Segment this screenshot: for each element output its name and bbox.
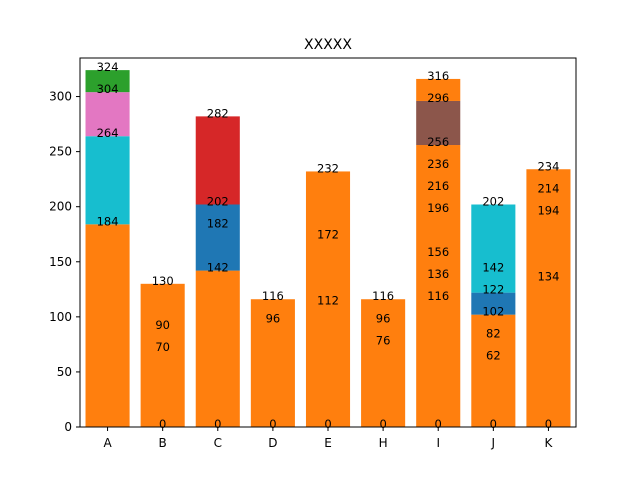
data-label-j-122: 122 [482, 283, 504, 297]
data-label-d-116: 116 [262, 289, 284, 303]
data-labels-layer: 324 304 264 184 130 90 70 0 282 202 182 142 0 116 96 0 2… [97, 60, 560, 431]
bar-segment-c-6 [195, 204, 240, 271]
x-tick-label-i: I [436, 436, 440, 450]
bar-segment-j-16 [471, 204, 516, 293]
x-tick-label-k: K [545, 436, 554, 450]
data-label-i-196: 196 [427, 201, 449, 215]
data-label-b-70: 70 [155, 340, 170, 354]
data-label-a-264: 264 [97, 126, 119, 140]
bar-segment-a-1 [85, 136, 130, 225]
data-label-i-256: 256 [427, 135, 449, 149]
data-label-i-116: 116 [427, 289, 449, 303]
x-tick-label-j: J [491, 436, 496, 450]
data-label-a-184: 184 [97, 214, 119, 228]
bar-segment-d-8 [250, 299, 295, 427]
y-tick-label-300: 300 [49, 90, 72, 104]
bar-segment-a-2 [85, 92, 130, 137]
data-label-i-156: 156 [427, 245, 449, 259]
y-tick-label-250: 250 [49, 145, 72, 159]
data-label-b-130: 130 [152, 274, 174, 288]
data-label-e-0: 0 [324, 417, 331, 431]
data-label-c-142: 142 [207, 261, 229, 275]
data-label-j-202: 202 [482, 195, 504, 209]
y-tick-label-50: 50 [57, 365, 72, 379]
data-label-i-236: 236 [427, 157, 449, 171]
data-label-j-142: 142 [482, 261, 504, 275]
bar-segment-i-13 [416, 78, 461, 101]
data-label-i-296: 296 [427, 91, 449, 105]
data-label-c-182: 182 [207, 217, 229, 231]
y-axis: 0 50 100 150 200 250 300 [49, 90, 80, 434]
x-tick-label-d: D [268, 436, 277, 450]
bar-segment-c-7 [195, 116, 240, 205]
data-label-h-0: 0 [379, 417, 386, 431]
data-label-c-202: 202 [207, 195, 229, 209]
bar-segment-e-9 [305, 171, 351, 427]
data-label-c-0: 0 [214, 417, 221, 431]
y-tick-label-100: 100 [49, 310, 72, 324]
data-label-j-62: 62 [486, 349, 501, 363]
data-label-k-234: 234 [537, 159, 559, 173]
y-tick-label-150: 150 [49, 255, 72, 269]
bar-segment-h-10 [361, 299, 406, 427]
data-label-h-116: 116 [372, 289, 394, 303]
data-label-k-194: 194 [537, 203, 559, 217]
data-label-k-0: 0 [545, 417, 552, 431]
data-label-a-324: 324 [97, 60, 119, 74]
bar-segment-c-5 [195, 270, 240, 427]
y-tick-label-0: 0 [64, 420, 72, 434]
data-label-b-0: 0 [159, 417, 166, 431]
bars-layer [85, 70, 571, 427]
bar-segment-b-4 [140, 283, 185, 427]
bar-segment-a-3 [85, 70, 130, 93]
data-label-d-0: 0 [269, 417, 276, 431]
data-label-e-232: 232 [317, 161, 339, 175]
bar-segment-j-14 [471, 314, 516, 427]
data-label-b-90: 90 [155, 318, 170, 332]
x-tick-label-a: A [103, 436, 112, 450]
data-label-e-172: 172 [317, 228, 339, 242]
data-label-h-96: 96 [376, 311, 391, 325]
data-label-c-282: 282 [207, 106, 229, 120]
y-tick-label-200: 200 [49, 200, 72, 214]
bar-segment-j-15 [471, 292, 516, 315]
bar-segment-a-0 [85, 224, 130, 427]
data-label-i-216: 216 [427, 179, 449, 193]
chart-title: XXXXX [304, 37, 352, 53]
data-label-d-96: 96 [266, 311, 281, 325]
x-tick-label-e: E [324, 436, 332, 450]
bar-segment-i-11 [416, 145, 461, 427]
bar-segment-k-17 [526, 169, 571, 427]
data-label-i-316: 316 [427, 69, 449, 83]
x-tick-label-h: H [379, 436, 388, 450]
data-label-k-214: 214 [537, 181, 559, 195]
bar-segment-i-12 [416, 100, 461, 146]
data-label-j-0: 0 [490, 417, 497, 431]
x-tick-label-b: B [159, 436, 167, 450]
data-label-i-0: 0 [435, 417, 442, 431]
data-label-j-102: 102 [482, 305, 504, 319]
data-label-k-134: 134 [537, 269, 559, 283]
x-tick-label-c: C [214, 436, 222, 450]
data-label-j-82: 82 [486, 327, 501, 341]
data-label-a-304: 304 [97, 82, 119, 96]
data-label-h-76: 76 [376, 333, 391, 347]
data-label-e-112: 112 [317, 294, 339, 308]
data-label-i-136: 136 [427, 267, 449, 281]
